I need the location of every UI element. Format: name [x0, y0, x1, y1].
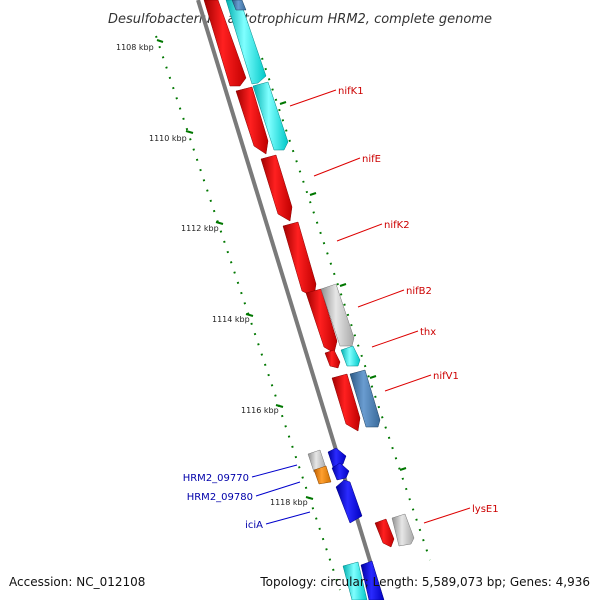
left-label-leaders: [251, 464, 311, 525]
gene-arrow-blue-icia: [335, 479, 363, 524]
kbp-label-1108: 1108 kbp: [116, 43, 154, 52]
gene-arrow-cyan-2: [252, 81, 289, 151]
gene-arrow-nifk1: [235, 86, 269, 155]
kbp-label-1118: 1118 kbp: [270, 498, 308, 507]
gene-arrow-blue-1: [327, 447, 347, 468]
accession-text: Accession: NC_012108: [9, 575, 145, 589]
gene-arrow-nifv1-red: [331, 373, 361, 432]
kbp-label-1114: 1114 kbp: [212, 315, 250, 324]
kbp-label-1112: 1112 kbp: [181, 224, 219, 233]
gene-arrow-steel-nifv1: [349, 369, 381, 428]
gene-arrow-nifk2: [282, 221, 317, 298]
right-label-leaders: [289, 89, 471, 524]
gene-arrow-nife: [260, 154, 293, 222]
gene-label-nifb2: nifB2: [406, 286, 432, 297]
gene-label-thx: thx: [420, 327, 436, 338]
gene-arrow-cyan-thx: [340, 345, 361, 367]
gene-label-nifv1: nifV1: [433, 371, 459, 382]
gene-arrow-steel-top: [231, 0, 247, 11]
gene-arrow-nifb2-red: [305, 288, 338, 354]
gene-label-lyse1: lysE1: [472, 504, 499, 515]
gene-label-nife: nifE: [362, 154, 381, 165]
gene-arrow-red-1: [203, 0, 247, 87]
gene-arrow-cyan-bottom: [342, 561, 368, 600]
gene-arrow-lyse1-red: [374, 518, 395, 548]
gene-arrow-blue-bottom: [360, 560, 385, 600]
kbp-ticks: [156, 39, 407, 500]
kbp-label-1110: 1110 kbp: [149, 134, 187, 143]
map-title: Desulfobacterium autotrophicum HRM2, com…: [108, 12, 492, 27]
gene-arrow-gray-lyse1: [391, 513, 415, 547]
gene-label-icia: iciA: [245, 520, 263, 531]
kbp-label-1116: 1116 kbp: [241, 406, 279, 415]
gene-arrow-cyan-1: [225, 0, 267, 85]
gene-label-nifk1: nifK1: [338, 86, 364, 97]
gene-label-nifk2: nifK2: [384, 220, 410, 231]
gene-arrows: [203, 0, 415, 600]
genome-summary-text: Topology: circular; Length: 5,589,073 bp…: [259, 575, 590, 589]
gene-arrow-blue-2: [331, 462, 350, 481]
gene-arrow-small-red: [324, 349, 341, 369]
gene-label-hrm2-09780: HRM2_09780: [187, 492, 253, 503]
gene-label-hrm2-09770: HRM2_09770: [183, 473, 249, 484]
gene-arrow-gray-nifb2: [320, 283, 355, 347]
gene-arrow-orange-09770: [313, 465, 332, 485]
